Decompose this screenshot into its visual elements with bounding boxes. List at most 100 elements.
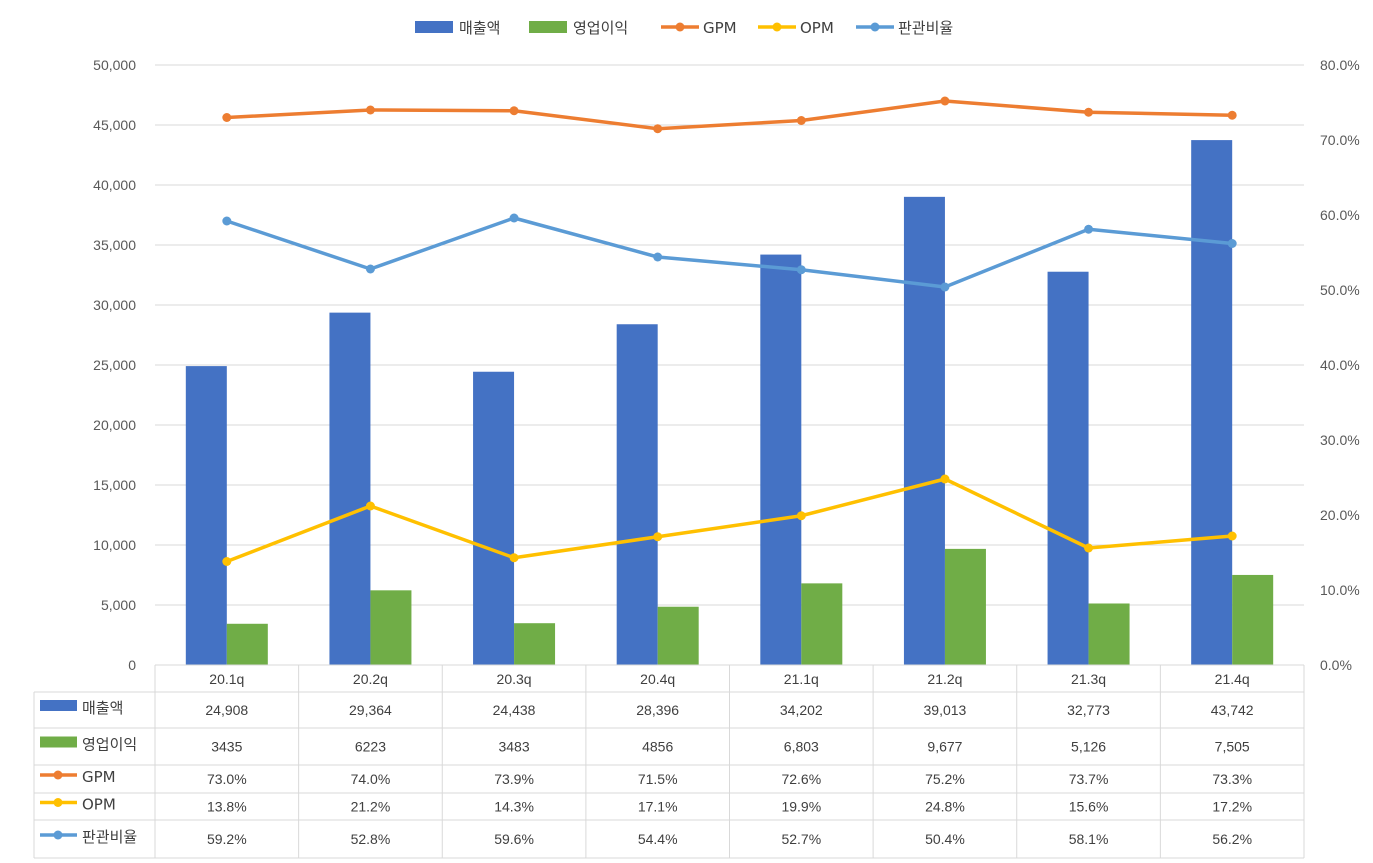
point-OPM — [940, 474, 950, 484]
table-cell: 52.7% — [781, 831, 821, 847]
right-axis-tick-label: 50.0% — [1320, 282, 1360, 298]
left-axis-tick-label: 20,000 — [93, 417, 136, 433]
bar-영업이익 — [514, 623, 556, 665]
category-label: 21.1q — [784, 671, 819, 687]
table-cell: 71.5% — [638, 771, 678, 787]
bar-매출액 — [1047, 271, 1089, 665]
table-cell: 5,126 — [1071, 739, 1106, 755]
point-판관비율 — [1084, 224, 1094, 234]
gridlines — [155, 64, 1304, 666]
left-axis-tick-label: 50,000 — [93, 57, 136, 73]
table-row-label-판관비율: 판관비율 — [82, 828, 137, 846]
table-cell: 56.2% — [1212, 831, 1252, 847]
table-cell: 19.9% — [781, 799, 821, 815]
point-OPM — [1084, 543, 1094, 553]
table-cell: 34,202 — [780, 702, 823, 718]
category-label: 21.4q — [1215, 671, 1250, 687]
left-axis: 0 5,000 10,000 15,000 20,000 25,000 30,000 35,0… — [93, 57, 136, 673]
table-key-영업이익 — [40, 736, 77, 748]
table-cell: 24,908 — [205, 702, 248, 718]
left-axis-tick-label: 25,000 — [93, 357, 136, 373]
right-axis-tick-label: 30.0% — [1320, 432, 1360, 448]
table-cell: 6,803 — [784, 739, 819, 755]
bar-영업이익 — [226, 623, 268, 665]
legend-label-영업이익: 영업이익 — [573, 19, 628, 37]
category-label: 20.1q — [209, 671, 244, 687]
table-cell: 59.6% — [494, 831, 534, 847]
point-GPM — [222, 113, 232, 122]
point-OPM — [653, 532, 663, 542]
legend-label-GPM: GPM — [703, 19, 737, 37]
legend-marker-판관비율 — [870, 22, 880, 32]
bar-매출액 — [329, 312, 371, 665]
table-cell: 54.4% — [638, 831, 678, 847]
bar-series — [185, 140, 1274, 666]
point-OPM — [222, 557, 232, 566]
table-cell: 29,364 — [349, 702, 392, 718]
left-axis-tick-label: 45,000 — [93, 117, 136, 133]
table-cell: 4856 — [642, 739, 673, 755]
right-axis-tick-label: 40.0% — [1320, 357, 1360, 373]
table-cell: 28,396 — [636, 702, 679, 718]
table-cell: 52.8% — [351, 831, 391, 847]
line-판관비율 — [225, 216, 1234, 289]
table-key-marker-GPM — [53, 770, 63, 780]
table-cell: 32,773 — [1067, 702, 1110, 718]
point-판관비율 — [653, 252, 663, 262]
bar-매출액 — [185, 366, 227, 665]
table-cell: 73.7% — [1069, 771, 1109, 787]
table-cell: 17.1% — [638, 799, 678, 815]
table-key-marker-OPM — [53, 798, 63, 807]
table-cell: 59.2% — [207, 831, 247, 847]
data-table: 20.1q 20.2q 20.3q 20.4q 21.1q 21.2q 21.3q 21.4q… — [33, 664, 1305, 859]
point-OPM — [1227, 531, 1237, 541]
category-label: 20.3q — [497, 671, 532, 687]
table-cell: 73.0% — [207, 771, 247, 787]
table-cell: 15.6% — [1069, 799, 1109, 815]
table-cell: 21.2% — [351, 799, 391, 815]
bar-영업이익 — [801, 583, 843, 665]
table-cell: 72.6% — [781, 771, 821, 787]
right-axis-tick-label: 80.0% — [1320, 57, 1360, 73]
bar-매출액 — [473, 371, 515, 665]
table-key-매출액 — [40, 700, 77, 711]
legend-label-판관비율: 판관비율 — [898, 19, 953, 37]
table-key-marker-판관비율 — [53, 830, 63, 840]
legend-label-매출액: 매출액 — [459, 19, 500, 37]
point-OPM — [365, 501, 375, 511]
point-GPM — [940, 96, 950, 106]
point-판관비율 — [1227, 239, 1237, 248]
legend-swatch-영업이익 — [529, 21, 567, 33]
point-GPM — [1227, 110, 1237, 120]
legend-marker-OPM — [772, 22, 782, 32]
right-axis-tick-label: 60.0% — [1320, 207, 1360, 223]
table-cell: 9,677 — [927, 739, 962, 755]
point-GPM — [509, 106, 519, 116]
table-cell: 3483 — [498, 739, 529, 755]
legend-swatch-매출액 — [415, 21, 453, 33]
table-row-label-GPM: GPM — [82, 768, 116, 786]
line-OPM — [225, 477, 1234, 564]
left-axis-tick-label: 30,000 — [93, 297, 136, 313]
table-cell: 24.8% — [925, 799, 965, 815]
table-row-label-영업이익: 영업이익 — [82, 736, 137, 754]
point-GPM — [365, 105, 375, 115]
line-series — [222, 96, 1237, 566]
point-판관비율 — [365, 264, 375, 274]
table-cell: 50.4% — [925, 831, 965, 847]
right-axis-tick-label: 0.0% — [1320, 657, 1352, 673]
right-axis: 0.0% 10.0% 20.0% 30.0% 40.0% 50.0% 60.0% 70.0% 8… — [1320, 57, 1360, 673]
table-cell: 14.3% — [494, 799, 534, 815]
left-axis-tick-label: 10,000 — [93, 537, 136, 553]
table-row-label-매출액: 매출액 — [82, 699, 123, 717]
bar-매출액 — [616, 324, 658, 665]
right-axis-tick-label: 10.0% — [1320, 582, 1360, 598]
table-cell: 17.2% — [1212, 799, 1252, 815]
table-cell: 3435 — [211, 739, 242, 755]
point-GPM — [653, 124, 663, 134]
category-label: 20.2q — [353, 671, 388, 687]
bar-영업이익 — [1088, 603, 1130, 665]
point-판관비율 — [222, 216, 232, 226]
line-GPM — [225, 99, 1234, 131]
